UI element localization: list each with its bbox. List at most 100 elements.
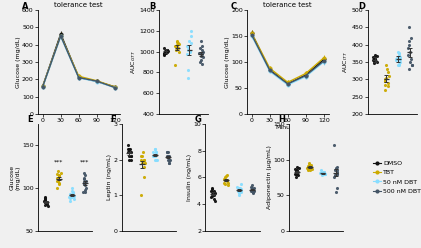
Point [294,170,301,174]
Title: Insulin
tolerance test: Insulin tolerance test [264,0,312,8]
Point [69,191,76,195]
Point [174,45,181,49]
Point [322,172,328,176]
Point [384,81,391,85]
Point [306,162,312,166]
Point [330,175,337,179]
Point [406,50,413,54]
Point [173,48,179,52]
Point [55,169,61,173]
Point [396,62,403,66]
Point [317,171,324,175]
Point [382,63,389,67]
Point [128,151,135,155]
Point [370,58,377,62]
Point [199,52,205,56]
Point [138,154,144,158]
Point [164,151,171,155]
Point [138,157,144,161]
Point [307,168,314,172]
Point [307,163,314,167]
Point [294,173,301,177]
Point [237,187,244,191]
Point [187,29,194,33]
Y-axis label: Glucose
(mg/dL): Glucose (mg/dL) [10,165,21,190]
Point [56,173,63,177]
Point [235,187,242,191]
Point [250,190,256,194]
Point [42,201,49,205]
Point [385,84,392,88]
Point [334,186,341,190]
Point [305,165,312,169]
Point [333,168,340,172]
Point [237,190,244,194]
Point [165,161,172,165]
Point [186,39,192,43]
Point [198,48,205,52]
Point [293,172,299,176]
Point [373,54,380,58]
Point [235,193,242,197]
Text: B: B [149,1,155,11]
Point [41,199,48,203]
Point [208,194,215,198]
Y-axis label: Insulin (ng/mL): Insulin (ng/mL) [187,154,192,201]
Point [211,199,218,203]
Point [395,63,402,67]
Point [304,166,311,170]
Point [210,193,217,197]
Point [223,178,230,182]
Point [208,189,215,193]
Point [54,179,61,183]
Point [176,42,183,46]
Point [334,172,341,176]
Point [332,168,339,172]
Point [176,50,182,54]
Point [196,60,203,64]
Point [210,191,217,195]
Point [150,154,157,158]
Point [249,183,256,187]
Point [199,62,205,66]
Point [125,154,132,158]
Point [208,186,215,190]
Point [294,168,301,172]
Point [141,175,147,179]
Point [41,194,48,198]
Point [81,184,88,187]
Point [249,189,256,193]
Point [320,173,327,177]
Point [321,172,328,176]
Point [371,61,378,65]
Point [67,196,74,200]
Point [164,49,171,53]
Point [165,157,172,161]
Point [165,157,172,161]
Point [373,60,380,64]
Point [185,45,192,49]
Point [319,173,325,177]
Point [56,182,63,186]
Point [249,190,256,194]
Text: C: C [231,1,237,11]
Point [372,53,378,57]
Point [321,172,328,176]
Point [394,50,401,54]
Y-axis label: Adiponectin (μg/mL): Adiponectin (μg/mL) [266,145,272,209]
Point [306,166,313,170]
Point [237,186,244,190]
Point [221,177,227,181]
Point [333,189,340,193]
Point [187,34,194,38]
Point [224,173,230,177]
Point [334,170,341,174]
Title: Glucose
tolerance test: Glucose tolerance test [54,0,103,8]
Point [54,178,61,182]
Point [174,39,181,43]
Point [198,54,205,58]
Point [138,193,144,197]
Point [248,186,255,190]
Point [184,76,191,80]
Point [195,51,202,55]
